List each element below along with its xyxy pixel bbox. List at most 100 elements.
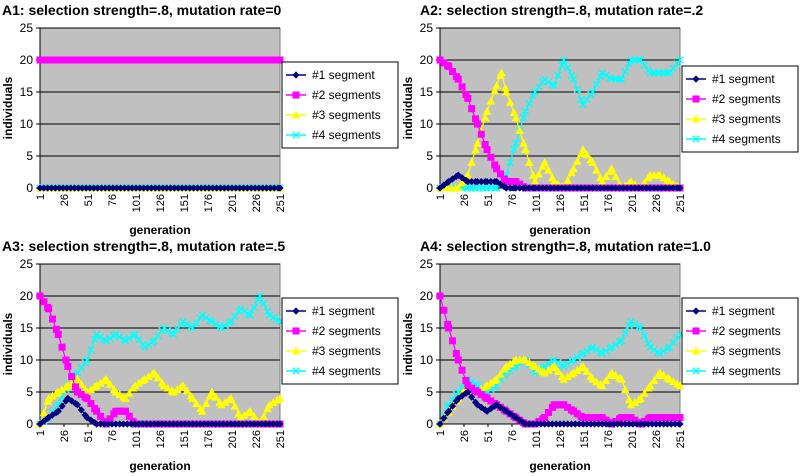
data-point (611, 172, 620, 180)
data-point (150, 337, 158, 345)
x-tick-label: 251 (675, 430, 687, 448)
legend-marker (692, 367, 700, 375)
legend-box (681, 297, 799, 385)
data-point (64, 362, 72, 370)
x-tick-label: 126 (555, 194, 567, 212)
data-point (486, 96, 496, 105)
data-point (36, 292, 44, 300)
y-tick-label: 20 (20, 289, 34, 303)
data-point (669, 377, 678, 386)
data-point (58, 402, 66, 410)
data-point (458, 366, 466, 374)
x-tick-label: 201 (627, 194, 639, 212)
data-point (676, 420, 684, 428)
legend-marker (692, 307, 700, 315)
data-point (538, 161, 547, 170)
data-point (236, 305, 245, 313)
data-point (519, 113, 528, 122)
data-point (521, 355, 530, 364)
data-point (457, 178, 467, 187)
data-point (640, 331, 649, 340)
x-tick-label: 51 (83, 194, 95, 206)
data-point (569, 164, 578, 173)
data-point (246, 406, 255, 415)
chart-title: A4: selection strength=.8, mutation rate… (420, 238, 711, 254)
y-axis-label: individuals (1, 312, 15, 375)
y-tick-label: 10 (420, 117, 434, 131)
data-point (467, 158, 476, 166)
x-tick-label: 76 (107, 430, 119, 442)
data-point (544, 408, 552, 416)
data-point (563, 360, 572, 368)
data-point (91, 335, 99, 344)
data-point (617, 337, 626, 345)
data-point (588, 374, 597, 383)
data-point (621, 67, 629, 76)
data-point (573, 85, 581, 94)
x-tick-label: 226 (251, 194, 263, 212)
x-tick-label: 226 (651, 194, 663, 212)
data-point (211, 320, 220, 328)
data-point (544, 165, 553, 174)
data-point (249, 411, 259, 420)
x-tick-label: 151 (179, 194, 191, 212)
data-point (649, 376, 659, 384)
x-tick-label: 126 (555, 430, 567, 448)
data-point (106, 334, 114, 342)
data-point (154, 331, 162, 340)
y-tick-label: 20 (420, 53, 434, 67)
data-point (250, 303, 258, 312)
data-point (578, 362, 588, 370)
chart-panel-3: A3: selection strength=.8, mutation rate… (1, 238, 399, 473)
data-point (150, 368, 159, 377)
x-tick-label: 26 (459, 194, 471, 206)
chart-panel-1: A1: selection strength=.8, mutation rate… (1, 2, 399, 237)
legend-label: #4 segments (712, 364, 781, 378)
data-point (254, 296, 262, 304)
y-tick-label: 25 (420, 257, 434, 271)
data-point (531, 88, 539, 96)
data-point (201, 399, 211, 408)
data-point (675, 381, 685, 390)
data-point (259, 411, 268, 420)
x-tick-label: 51 (483, 430, 495, 442)
y-tick-label: 15 (420, 85, 434, 99)
x-tick-label: 201 (627, 430, 639, 448)
legend-label: #3 segments (712, 112, 781, 126)
plot-area (39, 27, 281, 189)
data-point (131, 330, 139, 339)
data-point (64, 394, 72, 403)
data-point (483, 146, 491, 154)
data-point (621, 329, 629, 337)
data-point (540, 75, 549, 83)
data-point (208, 317, 216, 326)
data-point (519, 138, 528, 147)
x-tick-label: 251 (275, 194, 287, 212)
x-tick-label: 26 (59, 194, 71, 206)
data-point (560, 56, 568, 64)
legend-marker (691, 346, 701, 355)
data-point (592, 80, 601, 89)
x-tick-label: 1 (35, 430, 47, 436)
data-point (163, 326, 172, 335)
data-point (436, 420, 444, 428)
y-tick-label: 10 (420, 353, 434, 367)
x-tick-label: 51 (483, 194, 495, 206)
data-point (611, 371, 620, 379)
data-point (655, 368, 665, 377)
x-axis-label: generation (529, 459, 590, 473)
data-point (153, 373, 163, 382)
data-point (530, 362, 540, 370)
data-point (473, 120, 481, 128)
data-point (635, 56, 643, 64)
x-tick-label: 176 (203, 194, 215, 212)
data-point (73, 401, 82, 409)
x-tick-label: 226 (651, 430, 663, 448)
data-point (656, 349, 664, 358)
x-tick-label: 251 (675, 194, 687, 212)
legend-label: #4 segments (312, 128, 381, 142)
legend-marker (692, 327, 700, 335)
data-point (173, 325, 181, 333)
data-point (68, 373, 76, 381)
data-point (569, 356, 578, 364)
